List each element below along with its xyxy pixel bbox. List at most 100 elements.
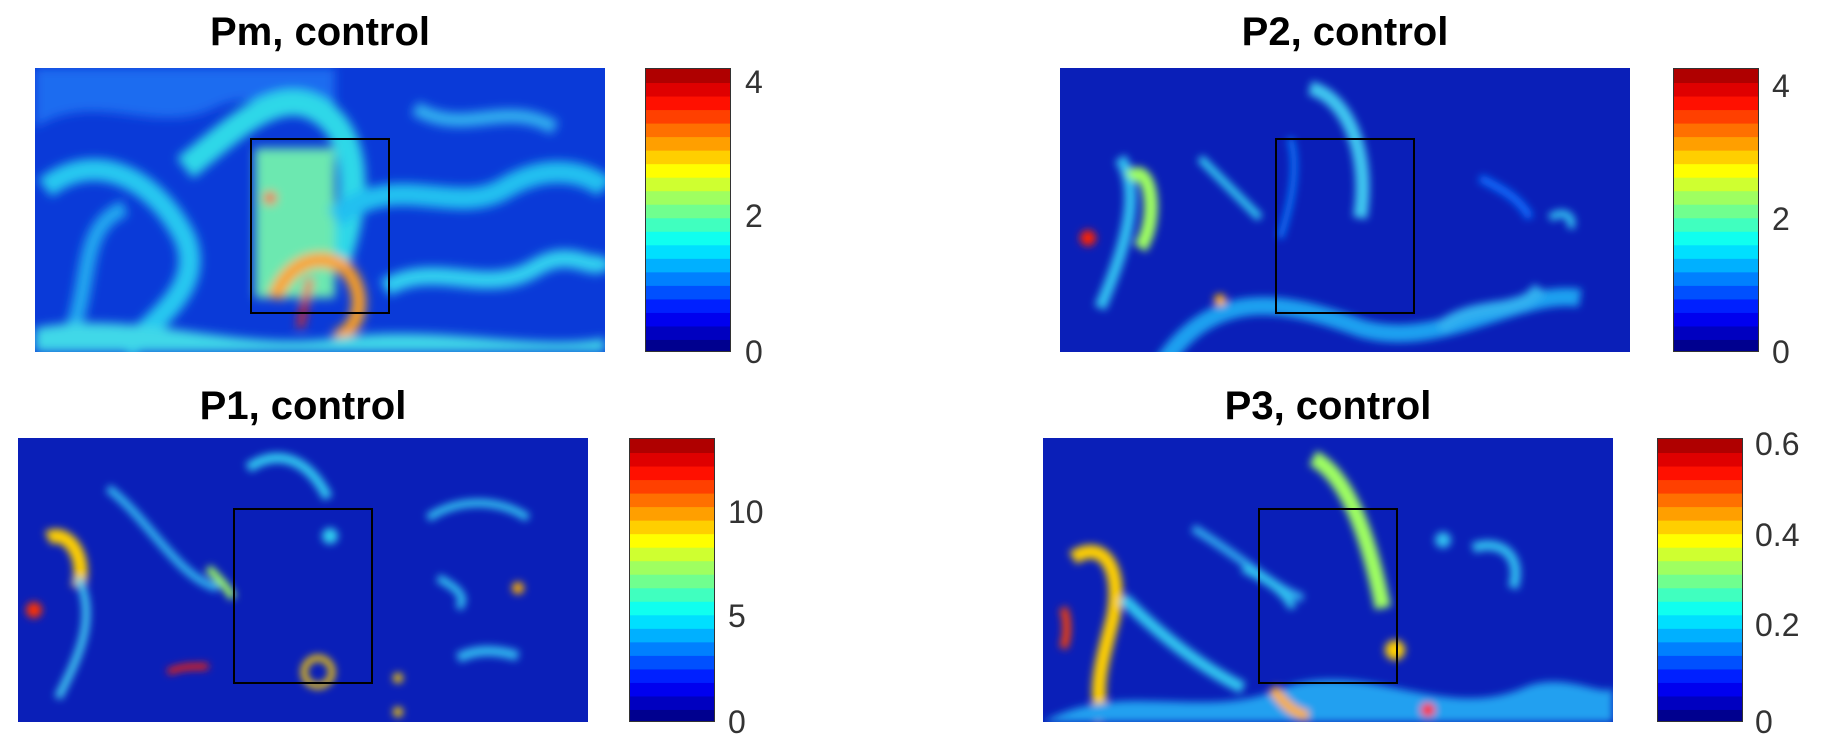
colorbar-band [1674, 190, 1758, 205]
colorbar-band [646, 312, 730, 327]
panel-pm: Pm, control 4 2 0 [0, 0, 900, 368]
colorbar-band [1658, 439, 1742, 454]
colorbar-band [646, 123, 730, 138]
colorbar-band [630, 668, 714, 683]
colorbar-p1 [629, 438, 715, 722]
colorbar-band [646, 109, 730, 124]
colorbar-tick: 0 [1755, 704, 1773, 740]
colorbar-tick: 5 [728, 598, 746, 634]
colorbar-band [1658, 479, 1742, 494]
colorbar-band [1674, 231, 1758, 246]
colorbar-band [646, 271, 730, 286]
colorbar-band [630, 655, 714, 670]
region-box [1258, 508, 1398, 684]
colorbar-tick: 0.6 [1755, 426, 1800, 462]
colorbar-band [1658, 520, 1742, 535]
colorbar-tick: 0 [745, 334, 763, 370]
colorbar-band [630, 493, 714, 508]
colorbar-band [1674, 325, 1758, 340]
colorbar-band [630, 628, 714, 643]
colorbar-band [1674, 136, 1758, 151]
colorbar-band [646, 69, 730, 84]
colorbar-band [646, 244, 730, 259]
colorbar-band [630, 574, 714, 589]
heatmap-p1 [18, 438, 588, 722]
colorbar-band [1658, 641, 1742, 656]
region-box [233, 508, 373, 684]
colorbar-band [1674, 204, 1758, 219]
colorbar-band [1658, 655, 1742, 670]
colorbar-bands [630, 439, 714, 721]
colorbar-tick: 10 [728, 494, 764, 530]
colorbar-tick: 0.4 [1755, 517, 1800, 553]
colorbar-p3 [1657, 438, 1743, 722]
colorbar-band [1674, 163, 1758, 178]
colorbar-band [630, 682, 714, 697]
colorbar-band [646, 339, 730, 351]
colorbar-band [646, 204, 730, 219]
colorbar-band [646, 231, 730, 246]
colorbar-band [646, 177, 730, 192]
colorbar-band [1658, 709, 1742, 721]
colorbar-band [630, 547, 714, 562]
colorbar-band [630, 587, 714, 602]
colorbar-tick: 0 [728, 704, 746, 740]
colorbar-band [1658, 614, 1742, 629]
colorbar-band [1674, 217, 1758, 232]
colorbar-band [630, 641, 714, 656]
colorbar-band [630, 466, 714, 481]
colorbar-band [1658, 695, 1742, 710]
panel-title: Pm, control [209, 10, 431, 54]
colorbar-band [1674, 339, 1758, 351]
colorbar-band [646, 285, 730, 300]
colorbar-band [646, 325, 730, 340]
colorbar-bands [646, 69, 730, 351]
colorbar-band [1658, 601, 1742, 616]
colorbar-band [646, 190, 730, 205]
colorbar-tick: 4 [1772, 68, 1790, 104]
region-box [1275, 138, 1415, 314]
colorbar-band [630, 506, 714, 521]
panel-p1: P1, control [0, 382, 900, 756]
colorbar-band [646, 298, 730, 313]
colorbar-band [1658, 533, 1742, 548]
heatmap-field [1080, 81, 1582, 352]
colorbar-band [630, 520, 714, 535]
colorbar-band [646, 217, 730, 232]
colorbar-bands [1674, 69, 1758, 351]
colorbar-band [1658, 587, 1742, 602]
colorbar-band [1658, 452, 1742, 467]
colorbar-band [646, 96, 730, 111]
heatmap-pm [35, 68, 605, 352]
colorbar-tick: 2 [745, 198, 763, 234]
colorbar-p2 [1673, 68, 1759, 352]
panel-title: P2, control [1241, 10, 1449, 54]
colorbar-band [646, 136, 730, 151]
panel-title: P1, control [199, 384, 407, 428]
colorbar-band [630, 533, 714, 548]
heatmap-p3 [1043, 438, 1613, 722]
panel-title: P3, control [1224, 384, 1432, 428]
colorbar-band [1674, 312, 1758, 327]
panel-p3: P3, control 0.6 0.4 0.2 0 [1043, 382, 1828, 756]
heatmap-p2 [1060, 68, 1630, 352]
heatmap-field [1043, 450, 1613, 722]
colorbar-band [646, 150, 730, 165]
colorbar-band [1674, 96, 1758, 111]
region-box [250, 138, 390, 314]
colorbar-band [1658, 506, 1742, 521]
colorbar-band [646, 258, 730, 273]
colorbar-band [1674, 271, 1758, 286]
colorbar-band [1674, 69, 1758, 84]
heatmap-field [26, 453, 531, 717]
colorbar-tick: 4 [745, 64, 763, 100]
colorbar-band [646, 82, 730, 97]
colorbar-band [630, 479, 714, 494]
colorbar-band [1674, 109, 1758, 124]
colorbar-tick: 0.2 [1755, 607, 1800, 643]
colorbar-pm [645, 68, 731, 352]
colorbar-band [1674, 244, 1758, 259]
colorbar-band [1658, 560, 1742, 575]
colorbar-tick: 2 [1772, 201, 1790, 237]
colorbar-band [630, 452, 714, 467]
